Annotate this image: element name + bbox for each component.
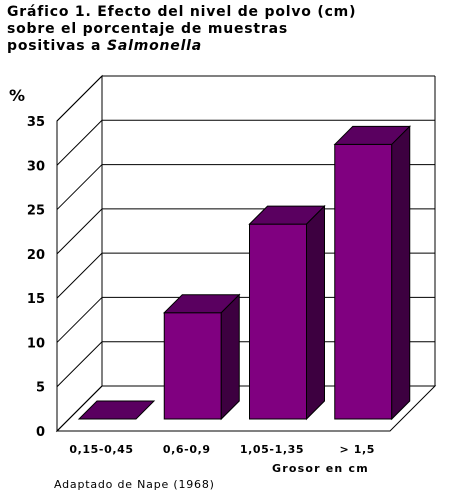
bar-front [249,223,307,420]
gridline-side [56,208,103,255]
y-tick-label: 20 [27,248,45,263]
bar-front [334,143,393,420]
bar-side [220,293,240,421]
side-wall [56,74,103,433]
bar-side [391,125,411,421]
bar-top [77,400,156,420]
gridline-side [56,164,103,210]
title-italic-word: Salmonella [106,38,203,54]
title-line-3: positivas a Salmonella [7,38,447,55]
y-tick-label: 5 [36,381,45,396]
gridline-side [56,385,103,432]
y-tick-label: 30 [27,159,45,174]
title-line-3-prefix: positivas a [7,38,107,54]
bar-front [163,312,222,420]
source-note: Adaptado de Nape (1968) [54,478,215,491]
gridline-side [56,297,103,343]
gridline-side [56,252,103,299]
chart-title: Gráfico 1. Efecto del nivel de polvo (cm… [7,4,447,55]
title-line-2: sobre el porcentaje de muestras [7,21,288,37]
y-tick-label: 0 [36,425,45,440]
gridline-side [56,341,103,388]
y-tick-label: 35 [27,115,45,130]
y-tick-label: 10 [27,336,45,351]
x-tick-label: 0,15-0,45 [69,443,133,456]
y-tick-label: 25 [27,204,45,219]
x-tick-label: > 1,5 [339,443,375,456]
gridline-side [56,75,103,122]
x-tick-label: 0,6-0,9 [163,443,211,456]
x-axis-label: Grosor en cm [272,462,369,475]
title-line-1: Gráfico 1. Efecto del nivel de polvo (cm… [7,4,357,20]
x-tick-label: 1,05-1,35 [240,443,304,456]
y-tick-label: 15 [27,292,45,307]
gridline-side [56,119,103,166]
bar-side [306,204,325,421]
y-axis-label: % [9,86,25,105]
